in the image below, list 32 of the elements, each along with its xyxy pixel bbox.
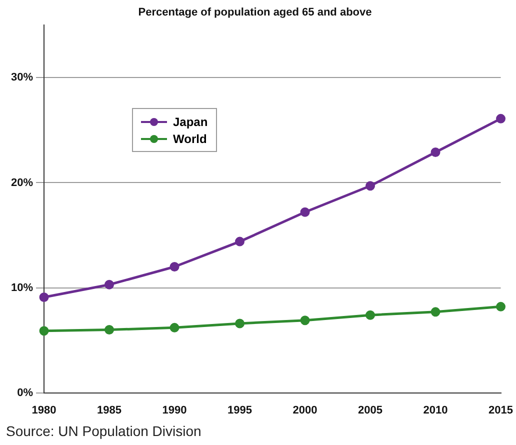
chart-title: Percentage of population aged 65 and above: [138, 6, 372, 19]
x-tick-label: 1980: [32, 404, 56, 416]
y-tick-label: 10%: [10, 282, 34, 294]
point: [104, 280, 114, 290]
point: [430, 307, 440, 317]
x-tick-label: 2010: [423, 404, 448, 416]
point: [366, 310, 376, 320]
legend-label: World: [173, 132, 207, 146]
x-tick-label: 1985: [97, 404, 122, 416]
point: [235, 236, 245, 246]
x-tick-label: 1990: [162, 404, 187, 416]
x-tick-label: 2005: [358, 404, 383, 416]
y-tick-label: 0%: [17, 386, 34, 399]
y-tick-label: 20%: [10, 176, 34, 189]
point: [170, 322, 180, 332]
legend-label: Japan: [173, 114, 208, 128]
point: [430, 148, 440, 158]
y-tick-label: 30%: [10, 72, 34, 84]
x-tick-label: 1995: [228, 404, 252, 416]
point: [39, 292, 49, 302]
point: [39, 326, 49, 336]
point: [496, 114, 506, 124]
point: [300, 207, 310, 217]
point: [496, 302, 506, 312]
point: [104, 325, 114, 335]
point: [300, 316, 310, 326]
point: [366, 181, 376, 191]
point: [235, 318, 245, 328]
source-note: Source: UN Population Division: [6, 423, 202, 439]
x-tick-label: 2000: [292, 404, 318, 416]
x-tick-label: 2015: [488, 404, 514, 416]
point: [170, 262, 180, 272]
